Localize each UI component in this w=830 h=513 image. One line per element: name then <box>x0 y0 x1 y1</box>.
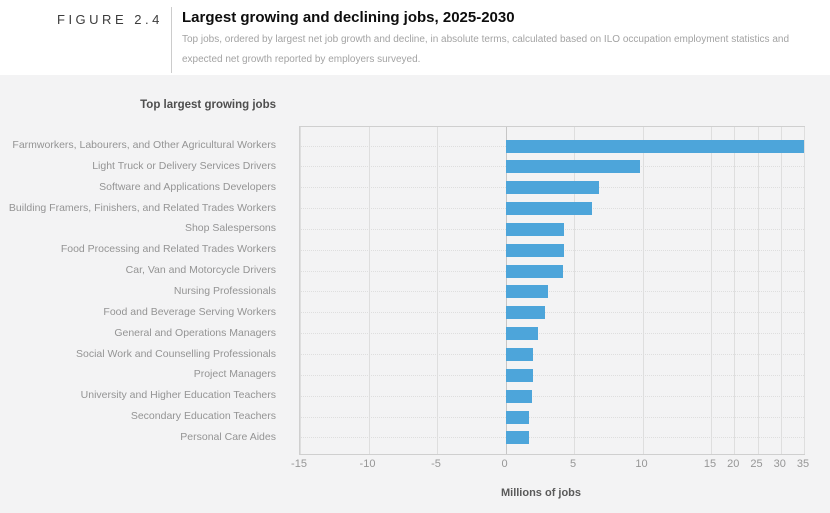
x-axis-title: Millions of jobs <box>500 487 582 499</box>
figure-subtitle-line1: Top jobs, ordered by largest net job gro… <box>182 34 790 45</box>
header-divider <box>171 7 172 73</box>
category-label: Shop Salespersons <box>184 222 276 235</box>
bar <box>505 410 529 424</box>
row-guide-line <box>300 395 804 397</box>
row-guide-line <box>300 416 804 418</box>
plot-area <box>299 126 805 455</box>
bar <box>505 348 533 361</box>
category-label: General and Operations Managers <box>114 326 276 339</box>
gridline <box>804 127 805 454</box>
bar <box>505 327 539 341</box>
bar <box>505 139 804 153</box>
category-label: Nursing Professionals <box>173 284 276 297</box>
gridline <box>574 127 575 454</box>
category-label: University and Higher Education Teachers <box>80 389 276 402</box>
x-tick-label: 20 <box>727 458 740 470</box>
gridline <box>368 127 370 454</box>
category-label: Building Framers, Finishers, and Related… <box>8 201 276 214</box>
bar <box>505 243 565 257</box>
gridline <box>711 127 712 454</box>
gridline <box>642 127 644 454</box>
category-label: Light Truck or Delivery Services Drivers <box>92 159 276 172</box>
bar <box>505 285 548 299</box>
x-tick-label: -5 <box>431 458 441 470</box>
bar <box>505 306 546 320</box>
x-tick-label: -10 <box>359 458 376 470</box>
bar <box>505 160 640 174</box>
x-tick-label: 5 <box>569 458 577 470</box>
x-tick-label: 30 <box>773 458 786 470</box>
category-label: Social Work and Counselling Professional… <box>76 347 276 360</box>
category-label: Food Processing and Related Trades Worke… <box>60 243 276 256</box>
gridline <box>780 127 782 454</box>
figure-number: FIGURE 2.4 <box>57 12 163 27</box>
category-label: Farmworkers, Labourers, and Other Agricu… <box>12 139 276 151</box>
bar <box>505 264 564 278</box>
x-tick-label: 10 <box>635 458 648 470</box>
x-tick-label: 35 <box>796 458 810 470</box>
x-tick-label: -15 <box>291 458 307 470</box>
row-guide-line <box>300 354 804 355</box>
category-label: Secondary Education Teachers <box>130 410 276 423</box>
x-tick-label: 0 <box>501 458 508 470</box>
bar <box>505 222 565 236</box>
gridline <box>437 127 438 454</box>
gridline <box>734 127 736 454</box>
category-label: Project Managers <box>193 368 276 381</box>
figure-title: Largest growing and declining jobs, 2025… <box>182 9 515 26</box>
row-guide-line <box>300 333 804 335</box>
bar <box>505 368 533 382</box>
row-guide-line <box>300 291 804 293</box>
figure-subtitle-line2: expected net growth reported by employer… <box>182 54 421 65</box>
bar <box>505 202 592 216</box>
gridline <box>757 127 759 454</box>
row-guide-line <box>300 437 804 439</box>
category-label: Food and Beverage Serving Workers <box>103 305 276 318</box>
x-tick-label: 15 <box>703 458 717 470</box>
x-tick-label: 25 <box>750 458 763 470</box>
row-guide-line <box>300 312 804 314</box>
category-label: Personal Care Aides <box>180 430 276 443</box>
category-label: Car, Van and Motorcycle Drivers <box>125 264 276 277</box>
bar <box>505 181 599 195</box>
gridline <box>300 127 301 454</box>
category-label: Software and Applications Developers <box>99 180 276 193</box>
row-guide-line <box>300 374 804 376</box>
panel-heading: Top largest growing jobs <box>140 99 276 111</box>
bar <box>505 389 532 403</box>
bar <box>505 431 529 445</box>
